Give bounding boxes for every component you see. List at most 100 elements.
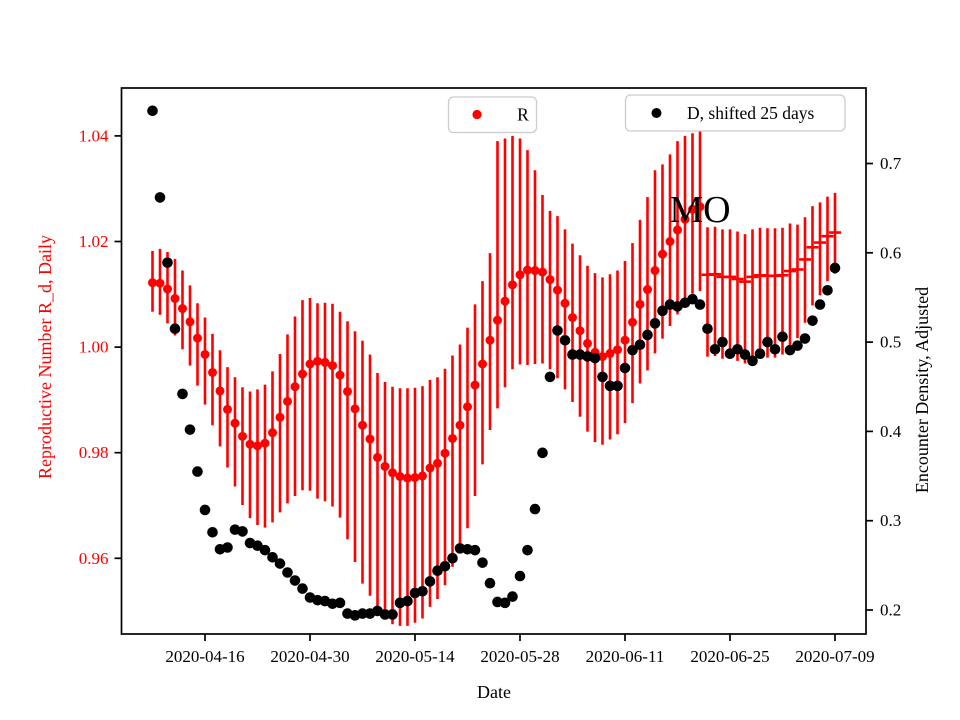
r-point [290, 382, 300, 392]
right-y-tick-label: 0.3 [880, 511, 901, 530]
x-tick-label: 2020-04-16 [165, 647, 244, 666]
r-point-dash [716, 275, 729, 279]
r-point [395, 471, 405, 481]
left-y-tick-label: 0.98 [79, 443, 109, 462]
annotation-mo: MO [669, 189, 730, 231]
d-point [807, 315, 818, 326]
r-point [470, 380, 480, 390]
d-point [514, 570, 526, 582]
r-point [335, 370, 345, 380]
d-point [357, 608, 368, 619]
x-tick-label: 2020-06-25 [690, 647, 769, 666]
r-point [560, 298, 570, 308]
r-point-dash [784, 269, 796, 273]
d-point [199, 504, 211, 516]
d-point [567, 349, 578, 360]
r-point [650, 266, 660, 276]
legend-r-label: R [517, 105, 529, 125]
r-point [373, 452, 382, 462]
r-point [215, 386, 225, 396]
right-y-tick-label: 0.4 [880, 422, 902, 441]
d-point [657, 305, 668, 317]
r-point [260, 438, 270, 448]
r-point-dash [769, 274, 781, 278]
d-point [709, 343, 721, 355]
d-point [477, 557, 488, 568]
r-point [440, 448, 450, 458]
d-point [619, 362, 631, 374]
r-point [230, 418, 240, 428]
r-point [148, 278, 157, 288]
r-point [320, 357, 330, 367]
d-point [537, 447, 548, 459]
d-point [169, 323, 181, 335]
d-point [627, 344, 638, 356]
d-point [402, 595, 413, 607]
r-point [538, 267, 547, 277]
r-point-dash [731, 277, 744, 281]
legend-d-label: D, shifted 25 days [687, 103, 815, 123]
r-point [448, 433, 457, 443]
x-tick-label: 2020-04-30 [270, 647, 349, 666]
d-point [732, 343, 743, 355]
r-point-dash [821, 234, 834, 238]
r-markers-group [148, 202, 841, 483]
d-point [207, 527, 218, 538]
d-point [424, 576, 436, 587]
d-point [792, 340, 803, 351]
x-tick-label: 2020-05-28 [480, 647, 559, 666]
r-point [185, 317, 195, 327]
r-point [545, 275, 555, 285]
d-point [177, 388, 188, 400]
r-point [433, 458, 442, 468]
d-point [282, 567, 293, 578]
d-point [192, 466, 203, 477]
r-point [170, 294, 180, 304]
r-point [515, 270, 525, 280]
d-point [747, 355, 758, 367]
d-point [649, 318, 661, 329]
x-tick-label: 2020-07-09 [795, 647, 874, 666]
d-point [259, 544, 271, 556]
r-point-dash [739, 280, 751, 283]
r-point [200, 349, 210, 359]
d-point [507, 591, 518, 602]
d-point [822, 285, 833, 296]
r-point [643, 285, 652, 295]
r-point [283, 396, 292, 406]
d-point [162, 257, 173, 268]
r-point [268, 428, 277, 438]
d-point [274, 558, 286, 569]
r-point [605, 348, 615, 358]
r-point-dash [806, 246, 819, 249]
d-point [754, 348, 766, 360]
d-point [717, 336, 728, 348]
r-point [358, 420, 367, 430]
d-point [552, 325, 563, 336]
d-point [522, 544, 533, 556]
d-point [147, 105, 158, 117]
d-point [439, 560, 451, 572]
r-point [485, 335, 495, 345]
d-point [559, 335, 571, 346]
axis-ticks-group [114, 135, 873, 641]
r-point [380, 461, 390, 471]
r-errorbars-group [151, 130, 837, 626]
right-y-tick-label: 0.5 [880, 333, 901, 352]
r-point [388, 468, 397, 478]
r-point [298, 369, 307, 379]
r-point [245, 439, 255, 449]
r-point [350, 404, 360, 414]
r-point [478, 359, 487, 369]
r-point-dash [754, 273, 766, 277]
r-point [680, 214, 690, 224]
d-point [589, 352, 601, 364]
d-point [634, 339, 646, 351]
axis-tick-labels-group: 2020-04-16 2020-04-30 2020-05-14 2020-05-28… [79, 126, 902, 666]
r-point [523, 265, 532, 275]
x-tick-label: 2020-06-11 [586, 647, 665, 666]
d-point [222, 542, 233, 553]
d-point [499, 597, 511, 609]
